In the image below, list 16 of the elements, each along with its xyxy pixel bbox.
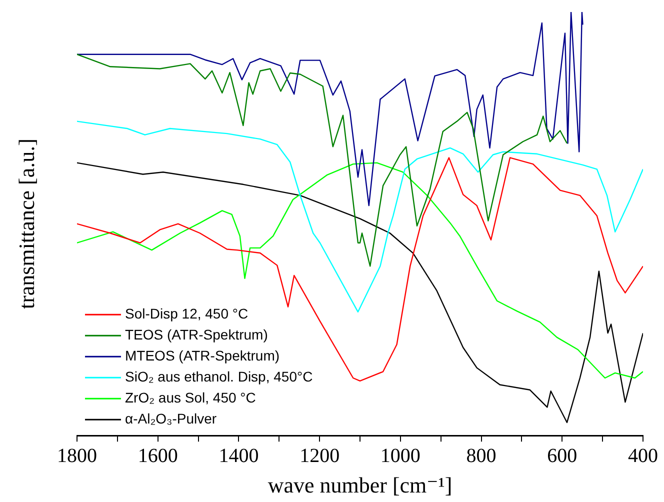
legend-label: MTEOS (ATR-Spektrum): [125, 347, 280, 364]
y-axis-title: transmittance [a.u.]: [14, 138, 39, 310]
legend-label: α-Al₂O₃-Pulver: [125, 410, 217, 426]
x-tick-label: 1800: [57, 444, 97, 467]
x-tick-label: 800: [466, 444, 496, 467]
legend-label: Sol-Disp 12, 450 °C: [125, 305, 248, 322]
x-tick-label: 1400: [218, 444, 259, 467]
x-tick-label: 1600: [138, 444, 178, 467]
x-tick-label: 1000: [380, 444, 420, 467]
legend-label: SiO₂ aus ethanol. Disp, 450°C: [125, 368, 313, 384]
x-tick-label: 600: [547, 444, 578, 467]
legend-label: TEOS (ATR-Spektrum): [125, 326, 268, 342]
legend-label: ZrO₂ aus Sol, 450 °C: [125, 389, 256, 406]
x-tick-label: 400: [628, 444, 658, 467]
x-tick-label: 1200: [300, 444, 340, 467]
x-axis-title: wave number [cm⁻¹]: [268, 472, 452, 498]
